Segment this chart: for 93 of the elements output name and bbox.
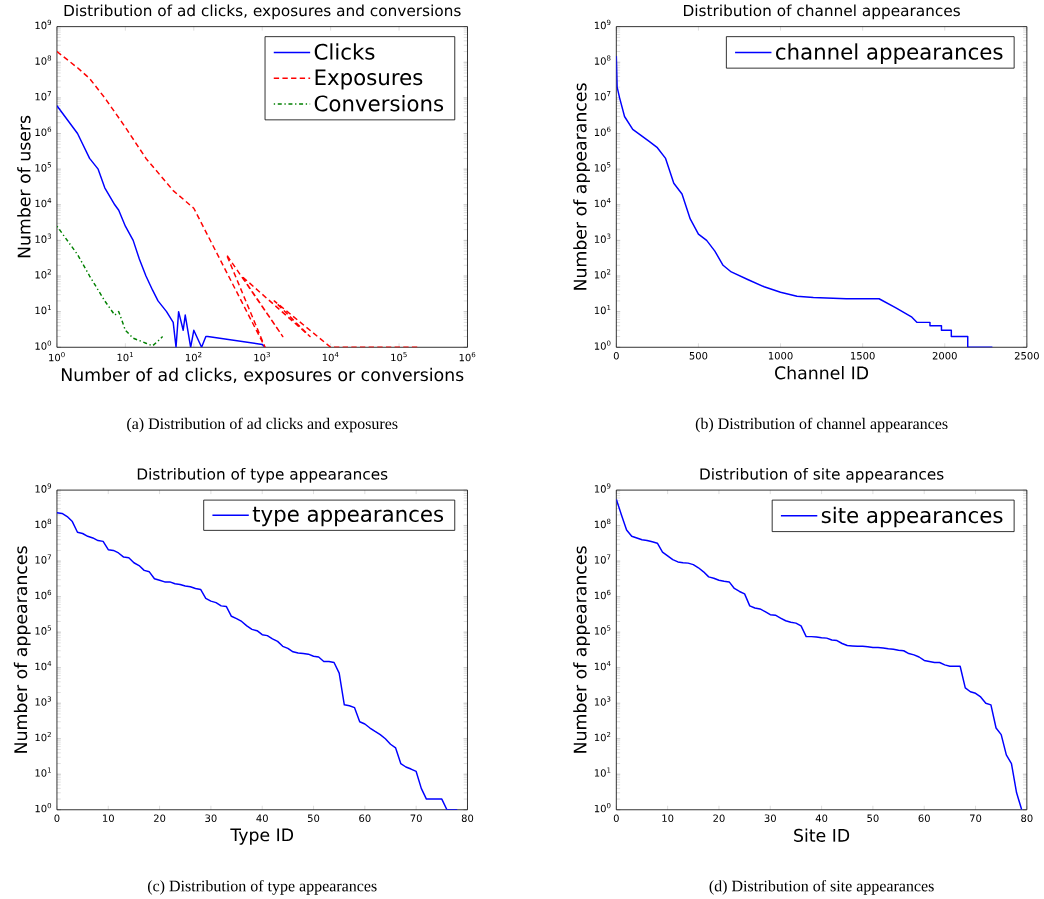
x-tick-label: 10$^{4}$: [322, 351, 339, 362]
y-tick-label: 10$^{6}$: [35, 589, 52, 600]
x-tick-label: 10$^{5}$: [391, 351, 407, 362]
x-axis-title: Site ID: [794, 828, 850, 842]
y-tick-label: 10$^{8}$: [594, 55, 611, 65]
y-tick-label: 10$^{8}$: [35, 55, 52, 65]
y-tick-label: 10$^{5}$: [35, 625, 51, 635]
y-tick-label: 10$^{6}$: [35, 126, 52, 136]
x-tick-label: 60: [918, 814, 930, 822]
x-tick-label: 10: [662, 814, 674, 822]
y-tick-label: 10$^{4}$: [594, 660, 611, 671]
y-tick-label: 10$^{0}$: [35, 340, 52, 350]
x-tick-label: 10$^{2}$: [185, 351, 202, 362]
y-tick-label: 10$^{0}$: [594, 340, 611, 350]
x-tick-label: 0: [54, 814, 60, 822]
legend-label: type appearances: [252, 506, 444, 527]
x-tick-label: 10$^{1}$: [117, 351, 133, 362]
y-tick-label: 10$^{5}$: [594, 162, 611, 172]
x-tick-label: 1000: [768, 351, 793, 360]
text: (d) Distribution of site appearances: [709, 879, 934, 895]
x-tick-label: 20: [713, 814, 725, 822]
y-axis-title: Number of appearances: [573, 83, 590, 290]
x-tick-label: 50: [307, 814, 320, 822]
y-axis-title: Number of users: [17, 115, 31, 258]
y-tick-label: 10$^{1}$: [35, 304, 51, 315]
legend-label: channel appearances: [776, 43, 1003, 64]
x-tick-label: 0: [613, 351, 619, 360]
y-tick-label: 10$^{7}$: [35, 554, 51, 564]
y-tick-label: 10$^{3}$: [594, 233, 611, 243]
chart-title: Distribution of ad clicks, exposures and conversions: [64, 4, 461, 20]
y-tick-label: 10$^{5}$: [594, 625, 611, 635]
y-tick-label: 10$^{0}$: [35, 802, 52, 813]
y-axis-title: Number of appearances: [573, 546, 590, 753]
chart-title: Distribution of channel appearances: [684, 4, 960, 20]
y-tick-label: 10$^{7}$: [594, 91, 611, 101]
y-tick-label: 10$^{4}$: [35, 197, 52, 208]
x-tick-label: 50: [867, 814, 879, 822]
x-axis-title: Channel ID: [775, 365, 869, 380]
y-tick-label: 10$^{2}$: [594, 269, 611, 279]
legend-label: Conversions: [314, 94, 444, 112]
y-tick-label: 10$^{6}$: [594, 589, 611, 600]
y-tick-label: 10$^{9}$: [594, 483, 611, 493]
text: (a) Distribution of ad clicks and exposures: [127, 417, 398, 433]
legend-label: Clicks: [314, 43, 375, 60]
chart-title: Distribution of site appearances: [700, 467, 944, 483]
y-tick-label: 10$^{2}$: [35, 731, 51, 742]
y-tick-label: 10$^{9}$: [594, 19, 611, 30]
y-axis-title: Number of appearances: [13, 546, 31, 753]
x-tick-label: 30: [205, 814, 217, 822]
x-tick-label: 2500: [1014, 351, 1039, 360]
y-tick-label: 10$^{9}$: [35, 19, 52, 30]
y-tick-label: 10$^{0}$: [594, 802, 611, 813]
x-tick-label: 30: [764, 814, 776, 822]
x-tick-label: 0: [613, 814, 619, 822]
x-tick-label: 70: [410, 814, 422, 822]
x-tick-label: 70: [969, 814, 982, 822]
y-tick-label: 10$^{2}$: [594, 731, 611, 742]
chart-title: Distribution of type appearances: [137, 467, 388, 483]
y-tick-label: 10$^{8}$: [594, 518, 611, 529]
y-tick-label: 10$^{5}$: [35, 162, 51, 172]
y-tick-label: 10$^{1}$: [35, 767, 51, 777]
y-tick-label: 10$^{2}$: [35, 269, 51, 279]
y-tick-label: 10$^{3}$: [35, 233, 52, 243]
y-tick-label: 10$^{4}$: [35, 660, 52, 671]
x-axis-title: Number of ad clicks, exposures or conversions: [61, 367, 464, 385]
y-tick-label: 10$^{4}$: [594, 197, 611, 208]
y-tick-label: 10$^{3}$: [594, 696, 611, 706]
legend-label: site appearances: [821, 506, 1003, 528]
x-tick-label: 40: [815, 814, 828, 822]
y-tick-label: 10$^{7}$: [594, 554, 611, 564]
x-axis-title: Type ID: [230, 828, 294, 845]
x-tick-label: 2000: [932, 351, 957, 360]
x-tick-label: 20: [153, 814, 166, 822]
y-tick-label: 10$^{7}$: [35, 91, 51, 101]
x-tick-label: 1500: [851, 351, 875, 360]
y-tick-label: 10$^{8}$: [35, 518, 52, 529]
x-tick-label: 500: [689, 351, 708, 360]
x-tick-label: 10$^{3}$: [254, 351, 270, 362]
x-tick-label: 60: [359, 814, 371, 822]
x-tick-label: 40: [256, 814, 268, 822]
y-tick-label: 10$^{6}$: [594, 126, 611, 136]
x-tick-label: 80: [1021, 814, 1033, 822]
y-tick-label: 10$^{1}$: [594, 767, 611, 777]
y-tick-label: 10$^{1}$: [594, 304, 611, 315]
legend-label: Exposures: [315, 69, 423, 90]
text: (b) Distribution of channel appearances: [695, 417, 948, 433]
x-tick-label: 10$^{6}$: [459, 351, 476, 362]
x-tick-label: 10$^{0}$: [49, 351, 65, 362]
x-tick-label: 80: [461, 814, 474, 822]
text: (c) Distribution of type appearances: [147, 879, 377, 895]
y-tick-label: 10$^{3}$: [35, 696, 52, 706]
y-tick-label: 10$^{9}$: [35, 483, 52, 493]
x-tick-label: 10: [103, 814, 114, 822]
